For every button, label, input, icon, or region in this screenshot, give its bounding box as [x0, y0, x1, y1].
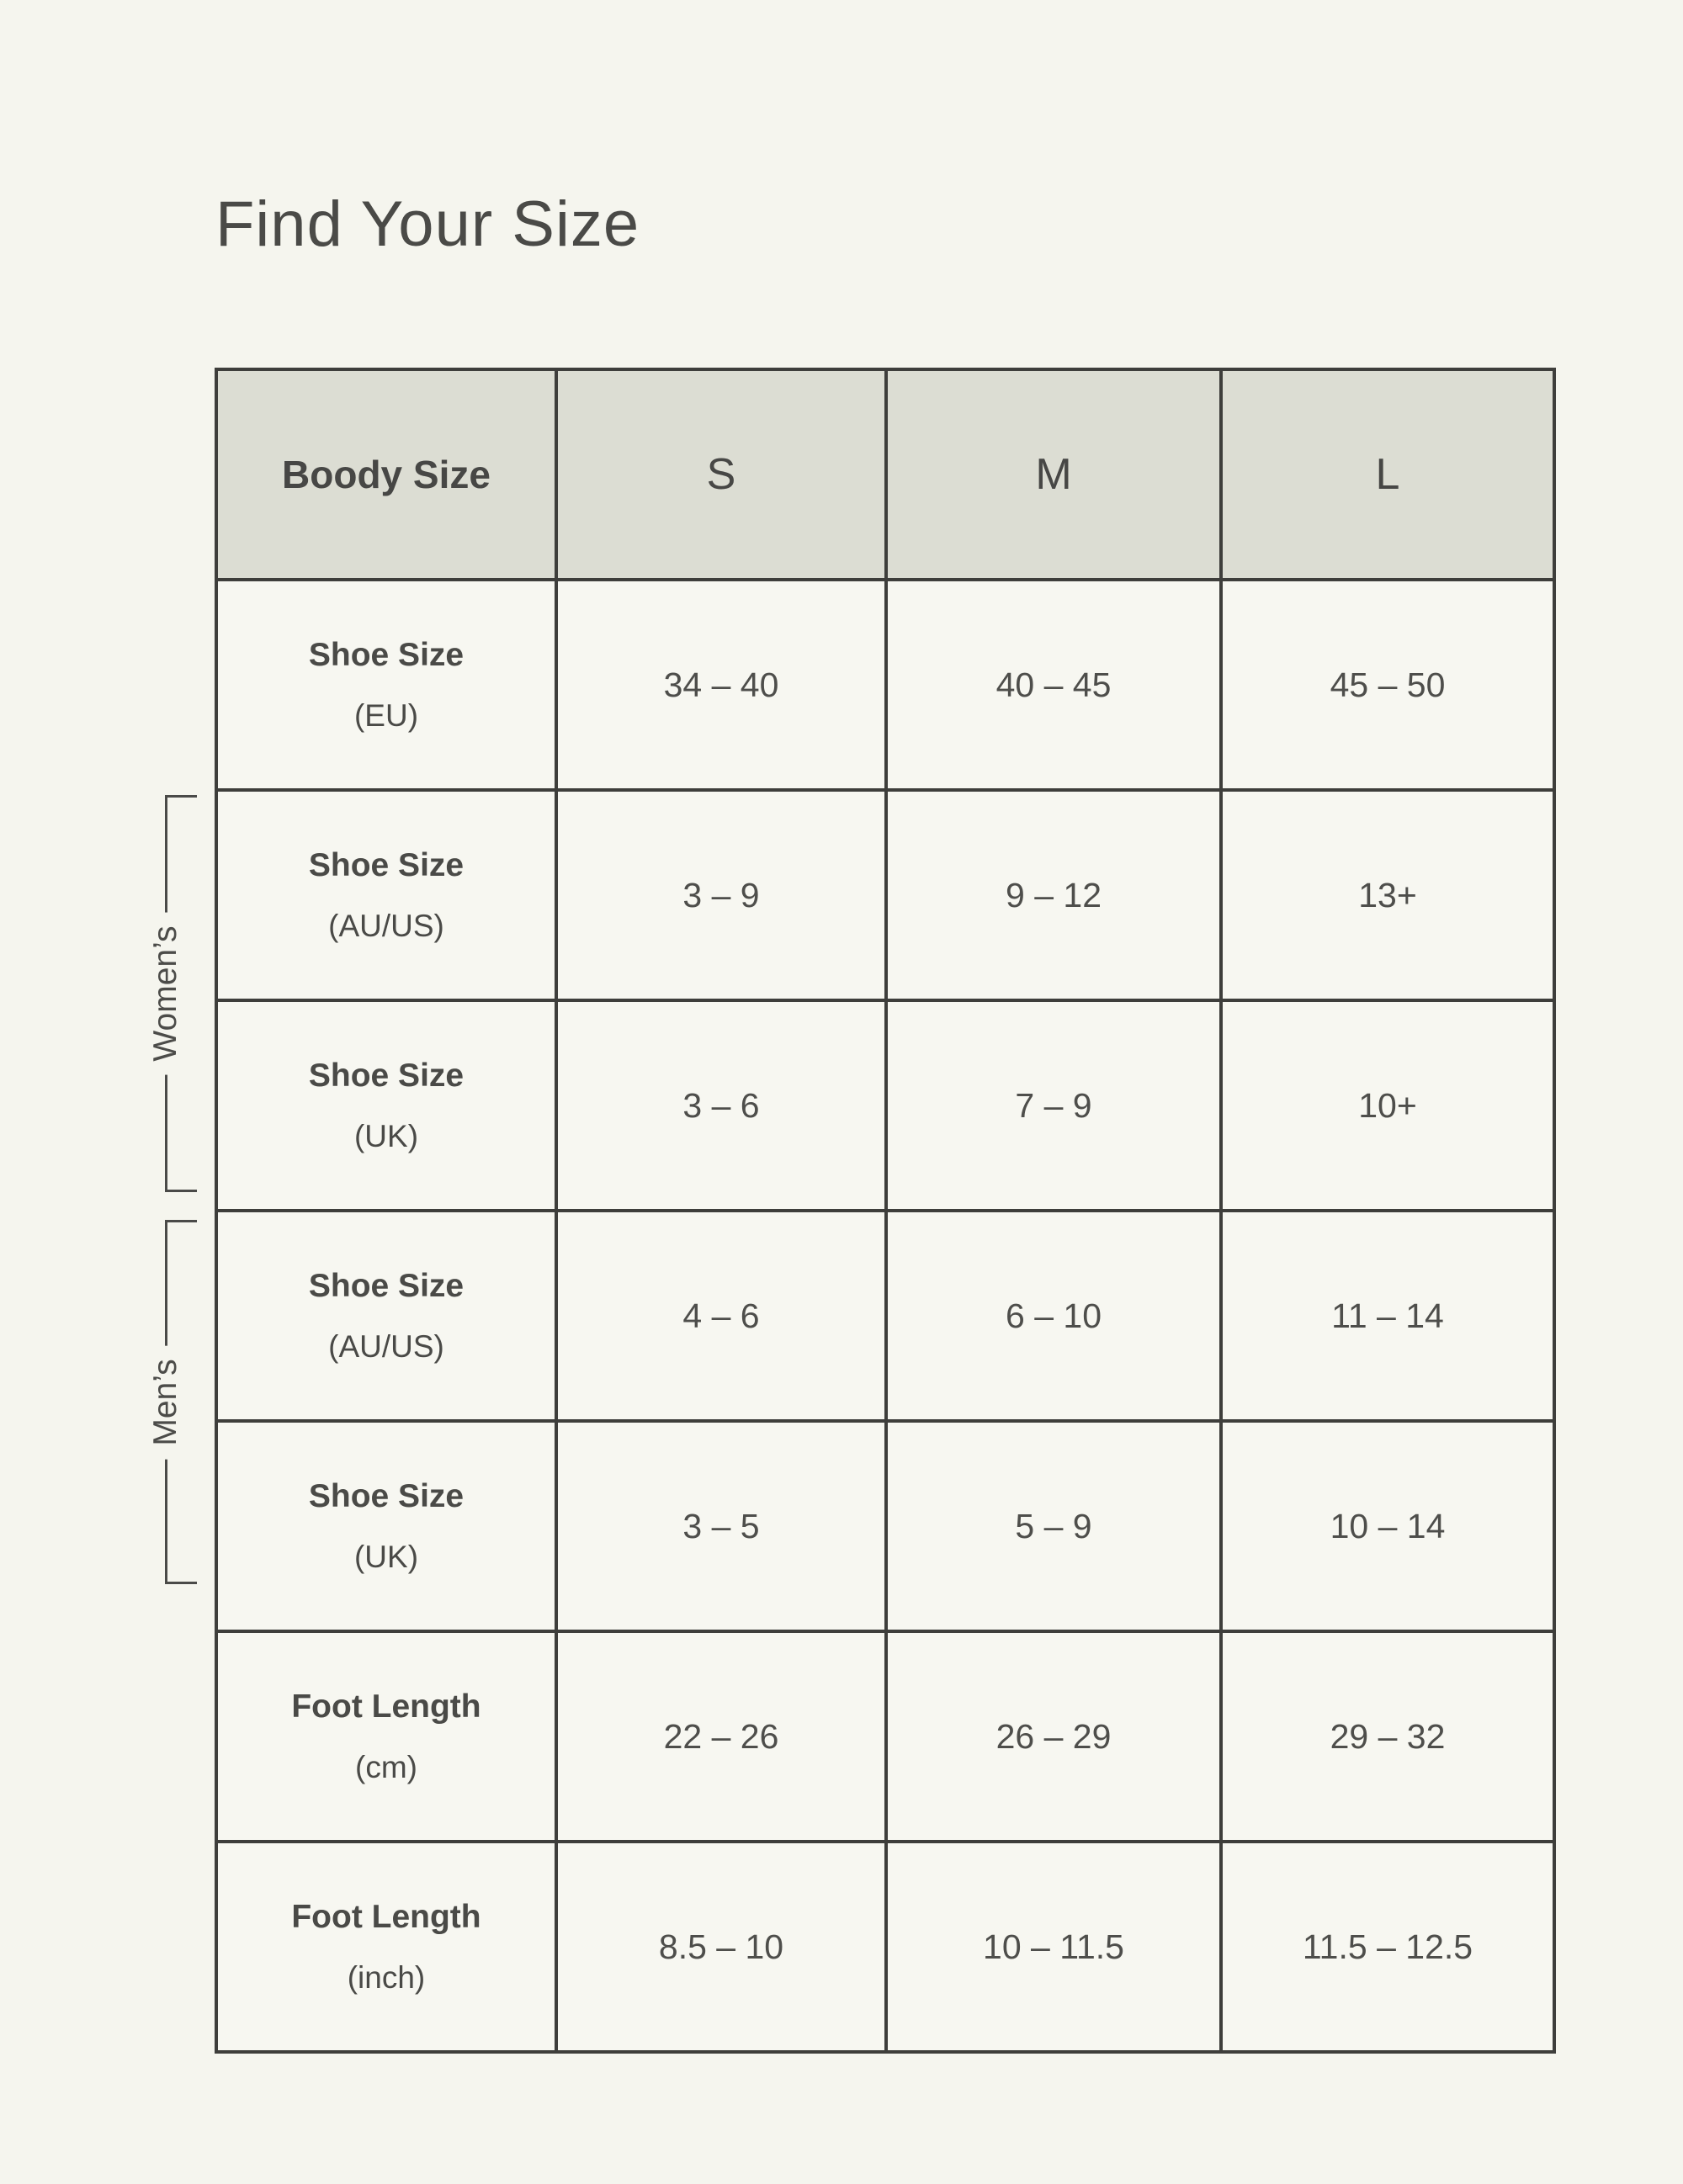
- value-cell-s: 3 – 9: [555, 788, 888, 1002]
- value-cell-l: 10+: [1219, 999, 1556, 1212]
- table-row-mens-shoe-size-uk: Shoe Size (UK) 3 – 5 5 – 9 10 – 14: [215, 1419, 1556, 1633]
- row-unit: (UK): [353, 1540, 419, 1574]
- value-cell-s: 3 – 5: [555, 1419, 888, 1633]
- womens-group-bracket: Women’s: [142, 795, 197, 1192]
- row-label-cell: Shoe Size (UK): [215, 1419, 558, 1633]
- value-cell-m: 7 – 9: [884, 999, 1223, 1212]
- womens-group-label: Women’s: [142, 912, 189, 1075]
- row-label: Foot Length: [291, 1688, 481, 1725]
- value-cell-l: 29 – 32: [1219, 1630, 1556, 1843]
- row-unit: (AU/US): [328, 909, 444, 943]
- value-cell-l: 10 – 14: [1219, 1419, 1556, 1633]
- row-unit: (inch): [347, 1960, 426, 1995]
- row-unit: (EU): [353, 698, 419, 733]
- header-cell-size-l: L: [1219, 368, 1556, 581]
- row-label: Foot Length: [291, 1899, 481, 1935]
- header-cell-size-s: S: [555, 368, 888, 581]
- value-cell-s: 34 – 40: [555, 578, 888, 792]
- table-row-womens-shoe-size-uk: Shoe Size (UK) 3 – 6 7 – 9 10+: [215, 999, 1556, 1212]
- value-cell-l: 13+: [1219, 788, 1556, 1002]
- row-label: Shoe Size: [308, 1478, 465, 1514]
- value-cell-s: 8.5 – 10: [555, 1840, 888, 2054]
- row-unit: (AU/US): [328, 1329, 444, 1364]
- row-unit: (UK): [353, 1119, 419, 1153]
- row-label: Shoe Size: [308, 637, 465, 673]
- header-cell-boody-size: Boody Size: [215, 368, 558, 581]
- value-cell-s: 22 – 26: [555, 1630, 888, 1843]
- value-cell-l: 45 – 50: [1219, 578, 1556, 792]
- row-label-cell: Foot Length (inch): [215, 1840, 558, 2054]
- value-cell-m: 10 – 11.5: [884, 1840, 1223, 2054]
- row-label-cell: Shoe Size (UK): [215, 999, 558, 1212]
- row-label-cell: Foot Length (cm): [215, 1630, 558, 1843]
- row-label: Shoe Size: [308, 1268, 465, 1304]
- value-cell-l: 11.5 – 12.5: [1219, 1840, 1556, 2054]
- value-cell-l: 11 – 14: [1219, 1209, 1556, 1423]
- value-cell-m: 9 – 12: [884, 788, 1223, 1002]
- table-row-foot-length-inch: Foot Length (inch) 8.5 – 10 10 – 11.5 11…: [215, 1840, 1556, 2054]
- row-unit: (cm): [355, 1750, 417, 1784]
- value-cell-s: 3 – 6: [555, 999, 888, 1212]
- header-cell-size-m: M: [884, 368, 1223, 581]
- mens-group-label: Men’s: [142, 1344, 189, 1460]
- row-label: Shoe Size: [308, 847, 465, 883]
- row-label-cell: Shoe Size (AU/US): [215, 1209, 558, 1423]
- value-cell-m: 5 – 9: [884, 1419, 1223, 1633]
- header-row: Boody Size S M L: [215, 368, 1556, 581]
- value-cell-m: 6 – 10: [884, 1209, 1223, 1423]
- value-cell-s: 4 – 6: [555, 1209, 888, 1423]
- table-row-shoe-size-eu: Shoe Size (EU) 34 – 40 40 – 45 45 – 50: [215, 578, 1556, 792]
- mens-group-bracket: Men’s: [142, 1220, 197, 1584]
- page-title: Find Your Size: [215, 188, 640, 260]
- value-cell-m: 40 – 45: [884, 578, 1223, 792]
- size-chart-table: Boody Size S M L Shoe Size (EU) 34 – 40 …: [215, 368, 1556, 2054]
- value-cell-m: 26 – 29: [884, 1630, 1223, 1843]
- row-label-cell: Shoe Size (EU): [215, 578, 558, 792]
- row-label-cell: Shoe Size (AU/US): [215, 788, 558, 1002]
- row-label: Shoe Size: [308, 1058, 465, 1094]
- table-row-mens-shoe-size-au-us: Shoe Size (AU/US) 4 – 6 6 – 10 11 – 14: [215, 1209, 1556, 1423]
- table-row-foot-length-cm: Foot Length (cm) 22 – 26 26 – 29 29 – 32: [215, 1630, 1556, 1843]
- table-row-womens-shoe-size-au-us: Shoe Size (AU/US) 3 – 9 9 – 12 13+: [215, 788, 1556, 1002]
